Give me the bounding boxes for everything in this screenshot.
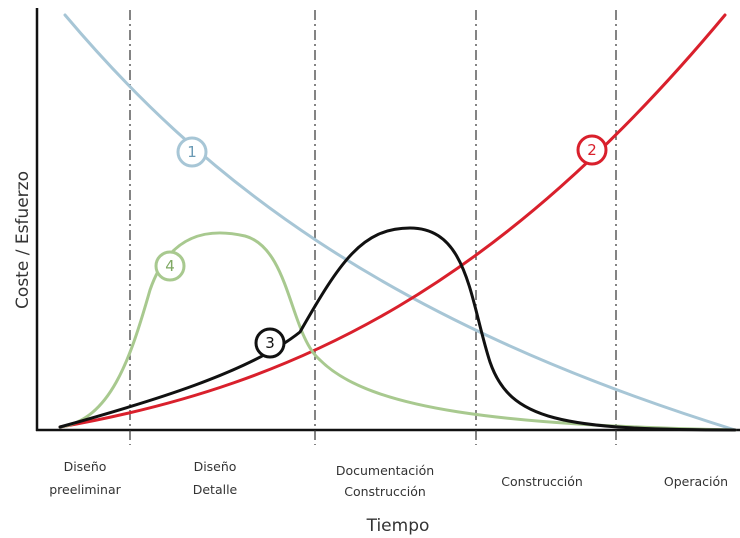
curve-badge: 1 bbox=[176, 136, 208, 168]
curve-label: 3 bbox=[265, 334, 275, 352]
curve-3 bbox=[58, 226, 737, 432]
phase-label: Documentación bbox=[336, 463, 434, 478]
curve-badge: 4 bbox=[154, 250, 186, 282]
phase-label: Diseño bbox=[194, 459, 237, 474]
x-axis-title: Tiempo bbox=[366, 516, 430, 536]
phase-label: preeliminar bbox=[49, 482, 121, 497]
curve-label: 4 bbox=[165, 257, 175, 275]
curve-label: 1 bbox=[187, 143, 197, 161]
curve-badge: 3 bbox=[254, 327, 286, 359]
phase-label: Construcción bbox=[344, 484, 426, 499]
curve-1 bbox=[63, 13, 737, 432]
phase-label: Construcción bbox=[501, 474, 583, 489]
phase-label: Diseño bbox=[64, 459, 107, 474]
curve-label: 2 bbox=[587, 141, 597, 159]
phase-label: Operación bbox=[664, 474, 728, 489]
curve-badge: 2 bbox=[576, 134, 608, 166]
phase-label: Detalle bbox=[193, 482, 238, 497]
curve-4 bbox=[58, 231, 737, 432]
curve-2 bbox=[58, 13, 727, 429]
y-axis-title: Coste / Esfuerzo bbox=[13, 171, 33, 309]
